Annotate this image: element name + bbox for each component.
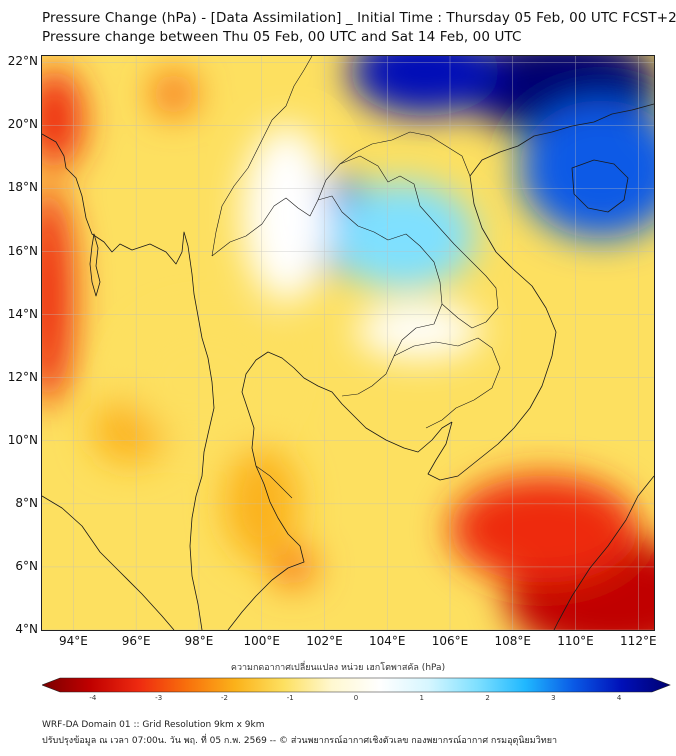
pressure-field-region <box>355 302 482 359</box>
thailand-border <box>211 195 443 397</box>
colorbar-tick-label: 2 <box>485 694 490 702</box>
colorbar-tick-label: -3 <box>155 694 163 702</box>
latitude-label: 18°N <box>7 180 38 195</box>
pressure-field-region <box>242 125 331 302</box>
pressure-field-region <box>450 475 639 583</box>
hainan-island <box>571 159 629 213</box>
borneo-coastline <box>553 475 654 630</box>
longitude-label: 112°E <box>620 634 657 648</box>
longitude-label: 100°E <box>243 634 280 648</box>
latitude-label: 8°N <box>15 495 38 510</box>
myanmar-east-border <box>211 56 313 257</box>
longitude-label: 98°E <box>184 634 214 648</box>
cambodia-border <box>393 337 501 429</box>
pressure-field-region <box>151 71 196 116</box>
laos-border <box>317 155 499 329</box>
map-subtitle: Pressure change between Thu 05 Feb, 00 U… <box>42 29 522 45</box>
longitude-label: 106°E <box>431 634 469 648</box>
colorbar-tick-label: -2 <box>220 694 228 702</box>
footer-model-info: WRF-DA Domain 01 :: Grid Resolution 9km … <box>42 720 265 730</box>
colorbar-tick-label: -4 <box>89 694 97 702</box>
colorbar-title: ความกดอากาศเปลี่ยนแปลง หน่วย เฮกโตพาสคัล… <box>230 663 446 673</box>
latitude-label: 4°N <box>15 622 38 636</box>
latitude-label: 16°N <box>7 243 38 258</box>
colorbar-tick-label: 0 <box>353 694 359 702</box>
longitude-label: 108°E <box>494 634 532 648</box>
longitude-label: 96°E <box>121 634 151 648</box>
longitude-label: 104°E <box>368 634 406 648</box>
latitude-label: 10°N <box>7 432 38 447</box>
colorbar-tick-label: -1 <box>286 694 294 702</box>
latitude-label: 6°N <box>15 558 38 573</box>
pressure-field-region <box>42 68 83 170</box>
sumatra-coastline <box>42 495 175 630</box>
myanmar-coastline <box>42 133 215 630</box>
colorbar-tick-label: 4 <box>616 694 622 702</box>
footer-credit: ปรับปรุงข้อมูล ณ เวลา 07:00น. วัน พฤ. ที… <box>42 736 558 746</box>
latitude-label: 20°N <box>7 117 38 132</box>
longitude-label: 102°E <box>306 634 343 648</box>
colorbar-tick-label: 3 <box>551 694 556 702</box>
pressure-change-map <box>41 55 655 631</box>
gulf-of-thailand-coastline <box>227 351 453 630</box>
longitude-label: 110°E <box>557 634 594 648</box>
pressure-field-region <box>330 182 476 290</box>
colorbar-tick-label: 1 <box>419 694 424 702</box>
colorbar <box>42 677 671 693</box>
latitude-label: 22°N <box>7 54 38 69</box>
colorbar-bar <box>42 677 671 693</box>
latitude-label: 14°N <box>7 306 38 321</box>
latitude-label: 12°N <box>7 369 38 384</box>
andaman-islands <box>89 233 101 297</box>
china-border <box>339 131 471 177</box>
map-title: Pressure Change (hPa) - [Data Assimilati… <box>42 10 676 26</box>
malaysia-border <box>255 465 293 499</box>
pressure-field-region <box>42 185 74 407</box>
longitude-label: 94°E <box>58 634 88 648</box>
pressure-field-region <box>519 100 654 239</box>
vietnam-coastline <box>427 103 654 481</box>
